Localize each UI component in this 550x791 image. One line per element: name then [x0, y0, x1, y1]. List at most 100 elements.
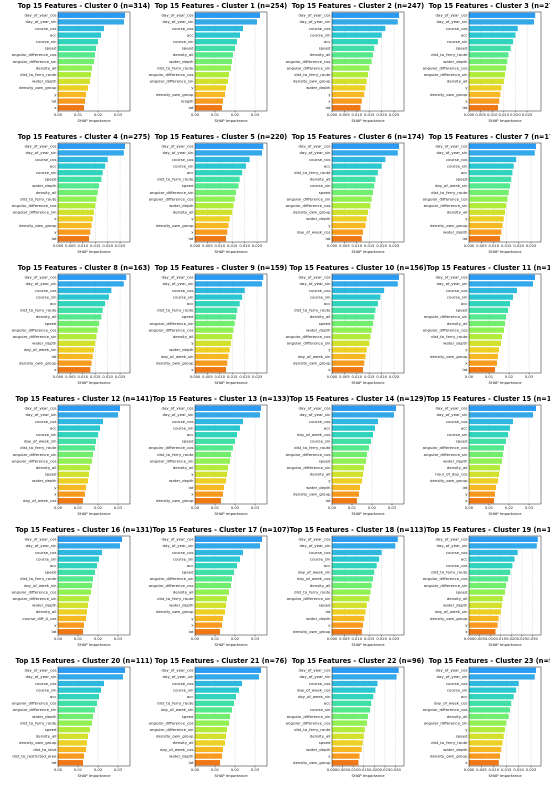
category-label: density_all [36, 190, 57, 195]
x-tick-label: 0.02 [231, 113, 239, 117]
chart-panel-21: Top 15 Features - Cluster 21 (n=76)day_o… [149, 657, 288, 778]
x-tick-label: 0.01 [485, 375, 493, 379]
category-label: day_of_year_cos [436, 275, 468, 280]
category-label: y [54, 622, 57, 627]
bar [332, 563, 377, 568]
category-label: acc [187, 694, 194, 699]
bar [469, 609, 501, 614]
category-label: acc [461, 170, 468, 175]
x-tick-label: 0.010 [489, 244, 500, 248]
category-label: speed [182, 570, 194, 575]
bar [58, 105, 84, 110]
category-label: dist_to_ferry_route [20, 72, 57, 77]
category-label: acc [50, 425, 57, 430]
category-label: course_cos [309, 419, 331, 424]
x-tick-label: 0.005 [202, 375, 213, 379]
x-axis-label: SHAP Importance [77, 118, 111, 123]
bar [195, 327, 233, 332]
x-tick-label: 0.000 [327, 768, 338, 772]
category-label: angular_difference_sin [424, 314, 468, 319]
bar [469, 727, 505, 732]
category-label: acc [324, 163, 331, 168]
category-label: lat [52, 354, 57, 359]
category-label: course_sin [310, 707, 331, 712]
bar [195, 472, 227, 477]
bar [195, 681, 242, 686]
bar [469, 589, 505, 594]
category-label: dist_to_ferry_route [20, 445, 57, 450]
category-label: course_sin [173, 163, 194, 168]
category-label: y [191, 472, 194, 477]
bar [332, 327, 372, 332]
category-label: lat [463, 105, 468, 110]
bar [332, 334, 370, 339]
category-label: course_cos [309, 681, 331, 686]
bar [195, 341, 231, 346]
category-label: speed [182, 46, 194, 51]
bar [195, 701, 234, 706]
category-label: x [54, 216, 57, 221]
chart-title: Top 15 Features - Cluster 0 (n=314) [18, 2, 150, 10]
category-label: course_cos [172, 419, 194, 424]
bar [58, 439, 96, 444]
x-tick-label: 0.015 [364, 375, 375, 379]
category-label: day_of_week_cos [297, 687, 331, 692]
bar [195, 314, 236, 319]
x-tick-label: 0.01 [211, 506, 219, 510]
bar [195, 177, 240, 182]
bar [195, 753, 222, 758]
bar [195, 576, 232, 581]
bar [58, 288, 111, 293]
bar [195, 92, 225, 97]
category-label: course_sin [310, 183, 331, 188]
bar [195, 170, 242, 175]
bar [469, 747, 501, 752]
category-label: day_of_week_sin [298, 694, 331, 699]
category-label: dist_to_ferry_route [294, 72, 331, 77]
category-label: course_cos [446, 681, 468, 686]
chart-title: Top 15 Features - Cluster 5 (n=220) [155, 133, 287, 141]
bar [332, 406, 396, 411]
x-tick-label: 0.010 [78, 375, 89, 379]
category-label: angular_difference_sin [13, 334, 57, 339]
x-axis-label: SHAP Importance [488, 511, 522, 516]
category-label: x [465, 360, 468, 365]
category-label: acc [50, 301, 57, 306]
category-label: day_of_year_cos [25, 275, 57, 280]
bar [469, 46, 511, 51]
bar [58, 491, 85, 496]
category-label: x [54, 105, 57, 110]
category-label: dist_to_ferry_route [20, 196, 57, 201]
bar [469, 458, 502, 463]
bar [195, 105, 222, 110]
bar [195, 79, 228, 84]
category-label: angular_difference_sin [287, 465, 331, 470]
bar [58, 39, 98, 44]
bar [332, 412, 394, 417]
chart-panel-18: Top 15 Features - Cluster 18 (n=113)day_… [287, 526, 427, 647]
x-tick-label: 0.00 [328, 506, 337, 510]
bar [195, 445, 233, 450]
bar [58, 563, 97, 568]
bar [332, 85, 366, 90]
category-label: y [465, 491, 468, 496]
category-label: hour_of_day_cos [435, 472, 467, 477]
category-label: acc [324, 563, 331, 568]
bar [332, 596, 369, 601]
bar [469, 760, 499, 765]
bar [58, 720, 92, 725]
bar [195, 694, 236, 699]
category-label: acc [187, 301, 194, 306]
category-label: water_depth [169, 203, 194, 208]
category-label: day_of_year_sin [437, 150, 469, 155]
category-label: water_depth [169, 753, 194, 758]
category-label: acc [461, 694, 468, 699]
category-label: speed [456, 46, 468, 51]
bar [469, 485, 496, 490]
bar [195, 406, 261, 411]
category-label: x [328, 98, 331, 103]
bar [469, 694, 514, 699]
x-axis-label: SHAP Importance [214, 642, 248, 647]
bar [332, 734, 364, 739]
